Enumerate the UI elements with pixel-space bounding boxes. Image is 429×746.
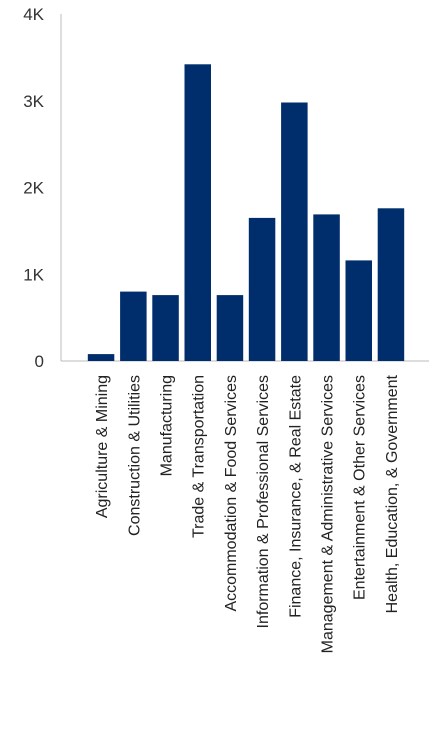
category-labels: Agriculture & Mining Construction & Utili… bbox=[94, 374, 401, 653]
y-tick-labels: 0 1K 2K 3K 4K bbox=[23, 5, 44, 371]
bar-1 bbox=[120, 291, 147, 361]
bar-2 bbox=[152, 295, 179, 361]
bar-3 bbox=[184, 64, 211, 362]
bars-group bbox=[87, 64, 405, 362]
bar-6 bbox=[281, 102, 308, 361]
x-category-label-7: Management & Administrative Services bbox=[320, 375, 337, 653]
x-category-label-5: Information & Professional Services bbox=[255, 375, 272, 628]
x-category-label-2: Manufacturing bbox=[159, 375, 176, 476]
x-category-label-1: Construction & Utilities bbox=[126, 375, 143, 536]
bar-4 bbox=[216, 295, 244, 361]
y-tick-label-2: 2K bbox=[23, 179, 44, 198]
x-category-label-8: Entertainment & Other Services bbox=[352, 375, 369, 600]
bar-0 bbox=[87, 354, 115, 361]
y-tick-label-0: 0 bbox=[35, 352, 44, 371]
x-category-label-9: Health, Education, & Government bbox=[384, 374, 401, 613]
bar-7 bbox=[313, 214, 340, 361]
y-tick-label-1: 1K bbox=[23, 265, 44, 284]
y-tick-label-4: 4K bbox=[23, 5, 44, 24]
bar-8 bbox=[345, 260, 372, 361]
bar-5 bbox=[248, 217, 276, 361]
x-category-label-6: Finance, Insurance, & Real Estate bbox=[287, 375, 304, 618]
bar-9 bbox=[377, 208, 405, 361]
y-tick-label-3: 3K bbox=[23, 92, 44, 111]
x-category-label-0: Agriculture & Mining bbox=[94, 375, 111, 518]
x-category-label-3: Trade & Transportation bbox=[191, 375, 208, 538]
x-category-label-4: Accommodation & Food Services bbox=[223, 375, 240, 612]
